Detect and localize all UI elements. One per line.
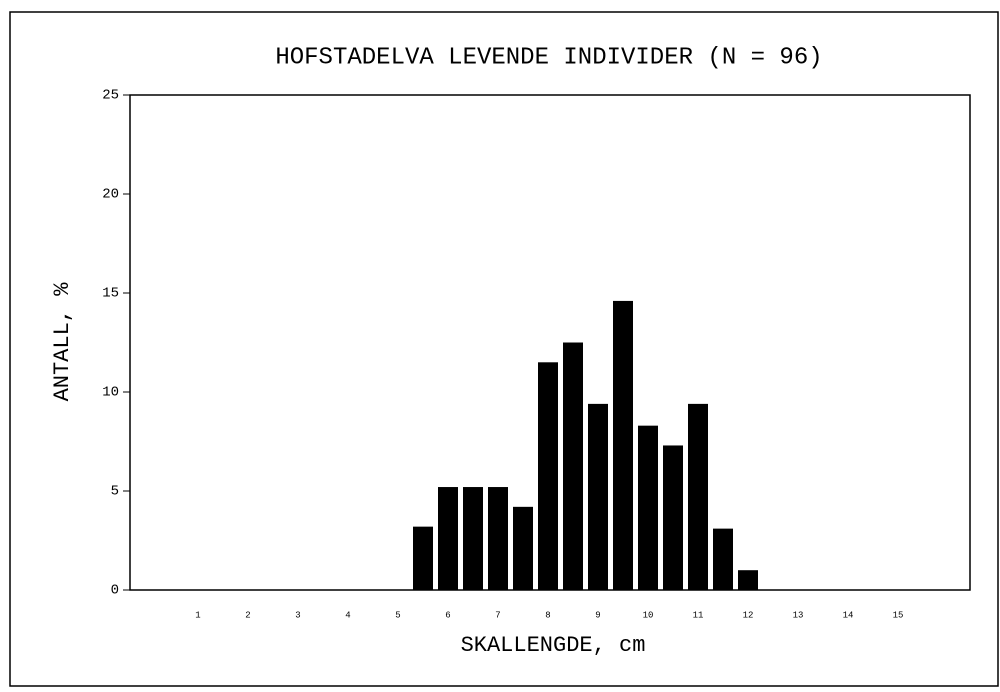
x-tick-label: 10 bbox=[643, 610, 654, 620]
x-tick-label: 1 bbox=[195, 610, 200, 620]
bar bbox=[613, 300, 633, 590]
bar bbox=[488, 487, 508, 590]
bar bbox=[513, 506, 533, 590]
x-tick-label: 6 bbox=[445, 610, 450, 620]
bar bbox=[713, 528, 733, 590]
x-tick-label: 3 bbox=[295, 610, 300, 620]
x-tick-label: 15 bbox=[893, 610, 904, 620]
outer-frame bbox=[9, 11, 999, 687]
x-tick-label: 2 bbox=[245, 610, 250, 620]
bar bbox=[438, 487, 458, 590]
x-tick-label: 14 bbox=[843, 610, 854, 620]
y-axis-label: ANTALL, % bbox=[50, 282, 75, 402]
bar bbox=[738, 570, 758, 590]
x-tick-label: 7 bbox=[495, 610, 500, 620]
x-tick-label: 13 bbox=[793, 610, 804, 620]
x-tick-label: 5 bbox=[395, 610, 400, 620]
bar bbox=[688, 403, 708, 590]
x-axis-label: SKALLENGDE, cm bbox=[461, 633, 646, 658]
chart-title: HOFSTADELVA LEVENDE INDIVIDER (N = 96) bbox=[275, 44, 822, 71]
x-tick-label: 11 bbox=[693, 610, 704, 620]
y-tick-label: 25 bbox=[102, 88, 119, 104]
bar bbox=[413, 526, 433, 590]
bar bbox=[463, 487, 483, 590]
y-tick-label: 10 bbox=[102, 385, 119, 401]
y-tick-label: 20 bbox=[102, 187, 119, 203]
x-tick-label: 8 bbox=[545, 610, 550, 620]
bar bbox=[663, 445, 683, 590]
x-tick-label: 4 bbox=[345, 610, 350, 620]
x-tick-label: 12 bbox=[743, 610, 754, 620]
bar bbox=[638, 425, 658, 590]
bar bbox=[538, 362, 558, 590]
x-tick-label: 9 bbox=[595, 610, 600, 620]
y-tick-label: 15 bbox=[102, 286, 119, 302]
bar bbox=[563, 342, 583, 590]
bar bbox=[588, 403, 608, 590]
y-tick-label: 0 bbox=[111, 583, 119, 599]
y-tick-label: 5 bbox=[111, 484, 119, 500]
